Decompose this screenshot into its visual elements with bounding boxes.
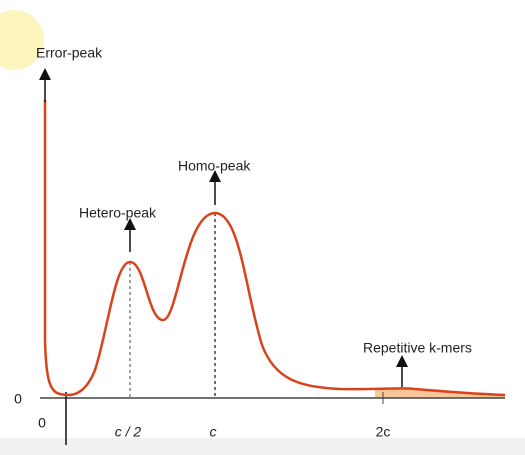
bottom-strip xyxy=(0,438,525,455)
kmer-curve xyxy=(43,100,506,397)
x-tick-label: c / 2 xyxy=(115,424,142,440)
x-tick-label: 2c xyxy=(376,424,391,440)
tail-fill xyxy=(375,388,505,398)
x-tick-label: 0 xyxy=(38,415,46,431)
x-tick-label: c xyxy=(210,424,217,440)
cursor-highlight xyxy=(0,10,44,70)
annotation: Repetitive k-mers xyxy=(363,340,472,356)
annotation: Homo-peak xyxy=(178,158,251,174)
annotation: Error-peak xyxy=(36,45,103,61)
y-tick-label: 0 xyxy=(14,391,22,407)
annotation: Hetero-peak xyxy=(79,205,157,221)
